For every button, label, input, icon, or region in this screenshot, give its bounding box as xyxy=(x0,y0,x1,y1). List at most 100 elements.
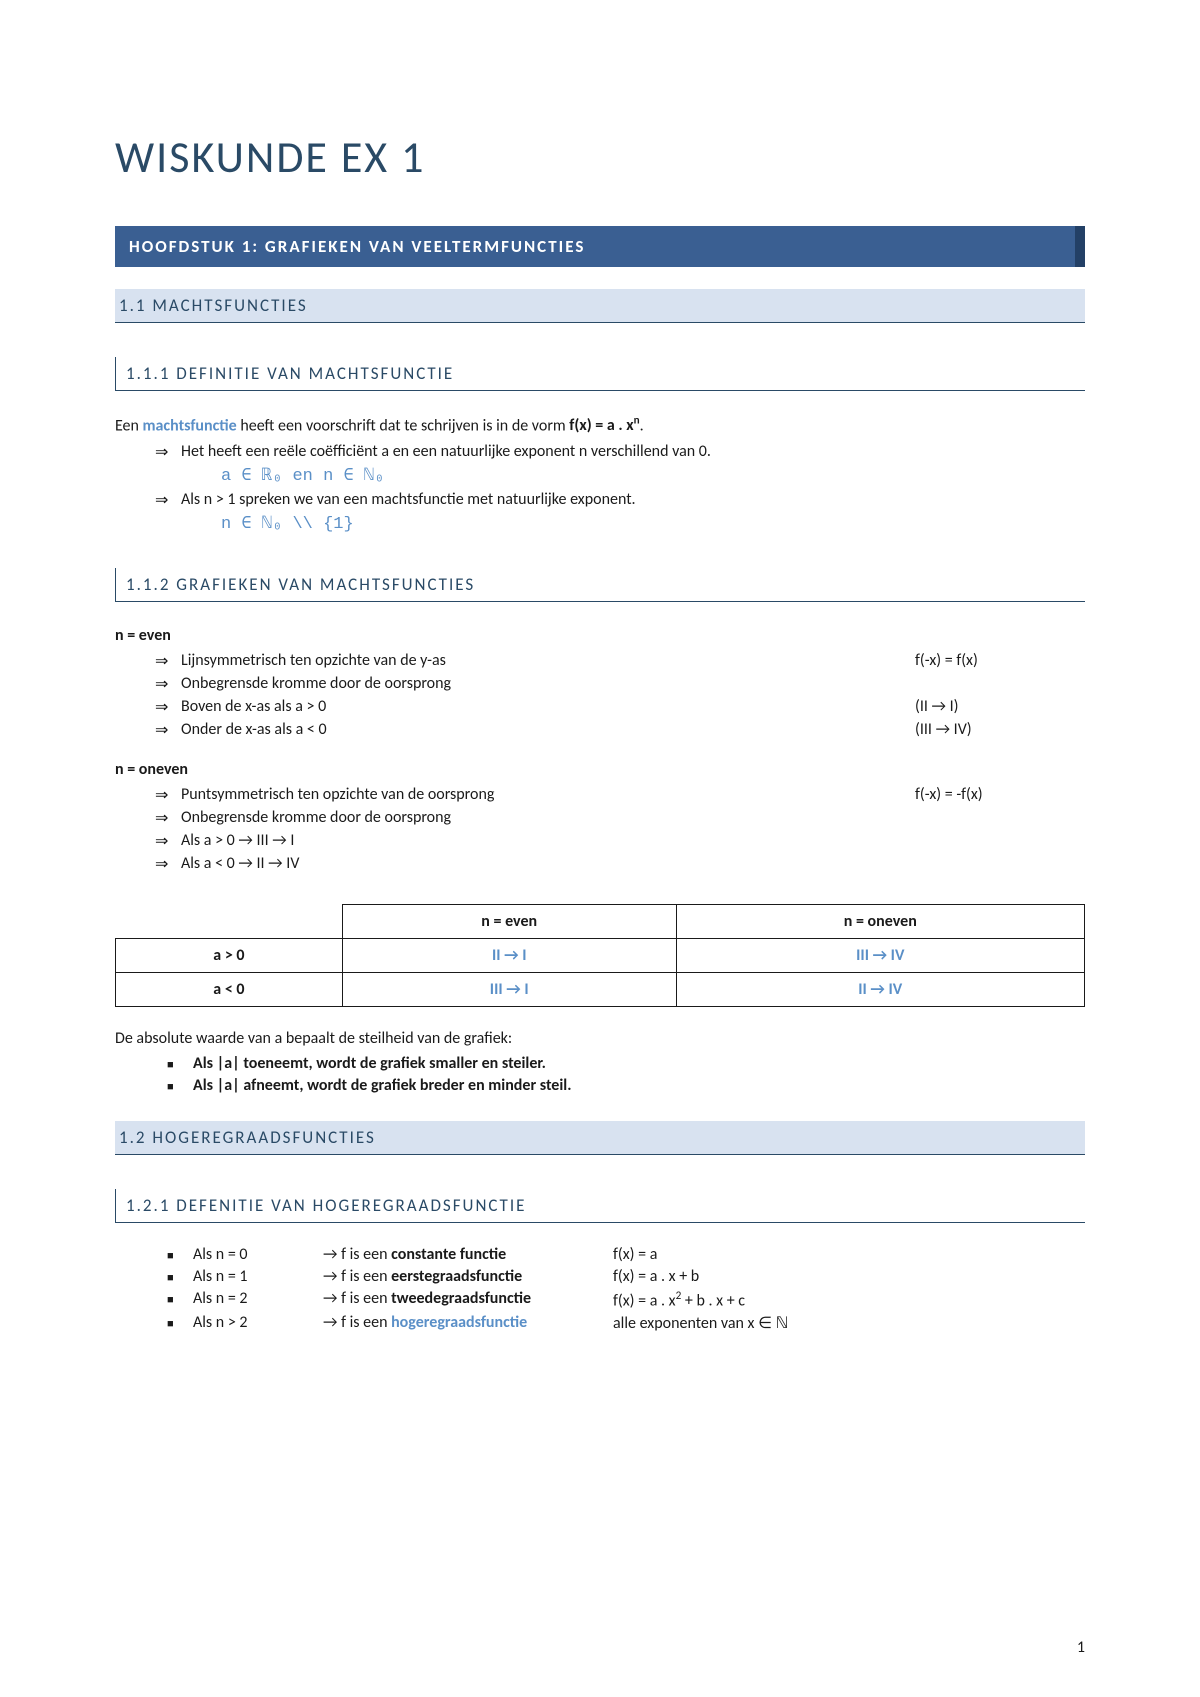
list-item: ⇒Puntsymmetrisch ten opzichte van de oor… xyxy=(155,785,1085,805)
list-item: ⇒Boven de x-as als a > 0(II → I) xyxy=(155,697,1085,717)
list-item: ⇒Lijnsymmetrisch ten opzichte van de y-a… xyxy=(155,651,1085,671)
term-machtsfunctie: machtsfunctie xyxy=(143,416,237,435)
square-bullet-icon: ■ xyxy=(167,1313,193,1330)
arrow-icon: ⇒ xyxy=(155,442,181,462)
list-item: ■Als n = 1→ f is een eerstegraadsfunctie… xyxy=(167,1267,1085,1286)
formula: f(x) = a . x2 + b . x + c xyxy=(613,1289,1085,1310)
item-right: (III → IV) xyxy=(915,720,1085,739)
item-text: Boven de x-as als a > 0 xyxy=(181,697,915,716)
table-cell: III → IV xyxy=(676,938,1084,972)
quadrant-table: n = even n = oneven a > 0 II → I III → I… xyxy=(115,904,1085,1007)
abs-item-text: Als |a| afneemt, wordt de grafiek breder… xyxy=(193,1076,571,1095)
list-item: ⇒Als a < 0 → II → IV xyxy=(155,854,1085,874)
arrow-icon: ⇒ xyxy=(155,831,181,851)
arrow-icon: ⇒ xyxy=(155,490,181,510)
definition-bullets: ⇒ Het heeft een reële coëfficiënt a en e… xyxy=(155,442,1085,534)
list-item: ⇒Onder de x-as als a < 0(III → IV) xyxy=(155,720,1085,740)
section-1-1-heading: 1.1 MACHTSFUNCTIES xyxy=(115,289,1085,323)
item-text: Als a > 0 → III → I xyxy=(181,831,915,850)
table-header: n = even xyxy=(342,904,676,938)
list-item: ■Als n = 0→ f is een constante functief(… xyxy=(167,1245,1085,1264)
section-1-1-1-heading: 1.1.1 DEFINITIE VAN MACHTSFUNCTIE xyxy=(115,357,1085,391)
table-row: a > 0 II → I III → IV xyxy=(116,938,1085,972)
list-item: ■ Als |a| afneemt, wordt de grafiek bred… xyxy=(167,1076,1085,1095)
item-right: (II → I) xyxy=(915,697,1085,716)
list-item: ■ Als |a| toeneemt, wordt de grafiek sma… xyxy=(167,1054,1085,1073)
table-corner-empty xyxy=(116,904,343,938)
arrow-icon: ⇒ xyxy=(155,651,181,671)
arrow-icon: ⇒ xyxy=(155,674,181,694)
item-text: Onbegrensde kromme door de oorsprong xyxy=(181,808,915,827)
even-list: ⇒Lijnsymmetrisch ten opzichte van de y-a… xyxy=(155,651,1085,740)
chapter-heading: HOOFDSTUK 1: GRAFIEKEN VAN VEELTERMFUNCT… xyxy=(115,226,1085,267)
square-bullet-icon: ■ xyxy=(167,1245,193,1262)
table-row: a < 0 III → I II → IV xyxy=(116,972,1085,1006)
intro-text-pre: Een xyxy=(115,416,143,435)
table-cell: II → I xyxy=(342,938,676,972)
item-text: Als a < 0 → II → IV xyxy=(181,854,915,873)
document-title: WISKUNDE EX 1 xyxy=(115,130,1085,184)
arrow-icon: ⇒ xyxy=(155,785,181,805)
item-text: Onder de x-as als a < 0 xyxy=(181,720,915,739)
formula: f(x) = a xyxy=(613,1245,1085,1264)
table-cell: II → IV xyxy=(676,972,1084,1006)
intro-text-mid: heeft een voorschrift dat te schrijven i… xyxy=(237,416,570,435)
section-1-1-2-heading: 1.1.2 GRAFIEKEN VAN MACHTSFUNCTIES xyxy=(115,568,1085,602)
item-text: Lijnsymmetrisch ten opzichte van de y-as xyxy=(181,651,915,670)
function-term: hogeregraadsfunctie xyxy=(391,1313,527,1332)
degree-list: ■Als n = 0→ f is een constante functief(… xyxy=(167,1245,1085,1333)
definition-paragraph: Een machtsfunctie heeft een voorschrift … xyxy=(115,413,1085,438)
item-text: Puntsymmetrisch ten opzichte van de oors… xyxy=(181,785,915,804)
arrow-icon: ⇒ xyxy=(155,697,181,717)
abs-list: ■ Als |a| toeneemt, wordt de grafiek sma… xyxy=(167,1054,1085,1095)
description: → f is een hogeregraadsfunctie xyxy=(323,1313,613,1332)
section-1-2-1-heading: 1.2.1 DEFENITIE VAN HOGEREGRAADSFUNCTIE xyxy=(115,1189,1085,1223)
formula-base: f(x) = a . x xyxy=(569,416,633,435)
table-header: n = oneven xyxy=(676,904,1084,938)
square-bullet-icon: ■ xyxy=(167,1267,193,1284)
description: → f is een constante functie xyxy=(323,1245,613,1264)
table-cell: III → I xyxy=(342,972,676,1006)
math-notation: a ∈ ℝ₀ en n ∈ ℕ₀ xyxy=(221,465,1085,486)
list-item: ⇒Als a > 0 → III → I xyxy=(155,831,1085,851)
table-row-header: a > 0 xyxy=(116,938,343,972)
list-item: ⇒Onbegrensde kromme door de oorsprong xyxy=(155,808,1085,828)
list-item: ■Als n > 2→ f is een hogeregraadsfunctie… xyxy=(167,1313,1085,1333)
table-row-header: a < 0 xyxy=(116,972,343,1006)
function-term: tweedegraadsfunctie xyxy=(391,1289,531,1308)
odd-list: ⇒Puntsymmetrisch ten opzichte van de oor… xyxy=(155,785,1085,874)
item-right: f(-x) = -f(x) xyxy=(915,785,1085,804)
intro-text-post: . xyxy=(640,416,644,435)
condition: Als n = 1 xyxy=(193,1267,323,1286)
bullet-text: Als n > 1 spreken we van een machtsfunct… xyxy=(181,490,1085,509)
even-label: n = even xyxy=(115,624,1085,647)
list-item: ⇒Onbegrensde kromme door de oorsprong xyxy=(155,674,1085,694)
item-text: Onbegrensde kromme door de oorsprong xyxy=(181,674,915,693)
condition: Als n > 2 xyxy=(193,1313,323,1332)
abs-item-text: Als |a| toeneemt, wordt de grafiek small… xyxy=(193,1054,546,1073)
description: → f is een eerstegraadsfunctie xyxy=(323,1267,613,1286)
arrow-icon: ⇒ xyxy=(155,720,181,740)
bullet-item: ⇒ Het heeft een reële coëfficiënt a en e… xyxy=(155,442,1085,462)
list-item: ■Als n = 2→ f is een tweedegraadsfunctie… xyxy=(167,1289,1085,1310)
odd-label: n = oneven xyxy=(115,758,1085,781)
function-term: eerstegraadsfunctie xyxy=(391,1267,522,1286)
square-bullet-icon: ■ xyxy=(167,1289,193,1306)
abs-intro: De absolute waarde van a bepaalt de stei… xyxy=(115,1027,1085,1050)
condition: Als n = 0 xyxy=(193,1245,323,1264)
formula: alle exponenten van x ∈ ℕ xyxy=(613,1313,1085,1333)
arrow-icon: ⇒ xyxy=(155,808,181,828)
formula-fx: f(x) = a . xn xyxy=(569,416,639,435)
page: WISKUNDE EX 1 HOOFDSTUK 1: GRAFIEKEN VAN… xyxy=(0,0,1200,1697)
arrow-icon: ⇒ xyxy=(155,854,181,874)
description: → f is een tweedegraadsfunctie xyxy=(323,1289,613,1308)
square-bullet-icon: ■ xyxy=(167,1076,193,1093)
condition: Als n = 2 xyxy=(193,1289,323,1308)
function-term: constante functie xyxy=(391,1245,506,1264)
square-bullet-icon: ■ xyxy=(167,1054,193,1071)
formula: f(x) = a . x + b xyxy=(613,1267,1085,1286)
table-row: n = even n = oneven xyxy=(116,904,1085,938)
page-number: 1 xyxy=(1077,1638,1085,1657)
bullet-item: ⇒ Als n > 1 spreken we van een machtsfun… xyxy=(155,490,1085,510)
math-notation: n ∈ ℕ₀ \\ {1} xyxy=(221,513,1085,534)
